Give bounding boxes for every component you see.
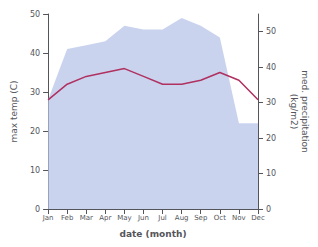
svg-text:May: May xyxy=(117,214,131,222)
svg-text:50: 50 xyxy=(30,10,40,19)
svg-text:20: 20 xyxy=(266,134,276,143)
svg-text:20: 20 xyxy=(30,127,40,136)
svg-text:Jan: Jan xyxy=(42,214,54,222)
svg-text:Oct: Oct xyxy=(214,214,226,222)
svg-text:30: 30 xyxy=(30,88,40,97)
svg-text:Nov: Nov xyxy=(232,214,246,222)
svg-text:max temp (C): max temp (C) xyxy=(9,80,19,142)
svg-text:Jul: Jul xyxy=(157,214,167,222)
svg-text:Aug: Aug xyxy=(175,214,189,222)
svg-text:Dec: Dec xyxy=(251,214,265,222)
svg-text:10: 10 xyxy=(266,169,276,178)
svg-text:Mar: Mar xyxy=(80,214,93,222)
svg-text:Sep: Sep xyxy=(194,214,208,222)
svg-text:0: 0 xyxy=(35,205,40,214)
svg-text:30: 30 xyxy=(266,98,276,107)
svg-text:med. precipitation: med. precipitation xyxy=(300,70,310,152)
svg-text:(kg/m2): (kg/m2) xyxy=(289,94,299,129)
svg-text:Apr: Apr xyxy=(99,214,111,222)
svg-text:40: 40 xyxy=(30,49,40,58)
svg-text:40: 40 xyxy=(266,63,276,72)
svg-text:50: 50 xyxy=(266,27,276,36)
svg-text:Feb: Feb xyxy=(61,214,74,222)
svg-text:Jun: Jun xyxy=(137,214,149,222)
svg-text:date (month): date (month) xyxy=(120,229,187,239)
svg-text:0: 0 xyxy=(266,205,271,214)
svg-text:10: 10 xyxy=(30,166,40,175)
